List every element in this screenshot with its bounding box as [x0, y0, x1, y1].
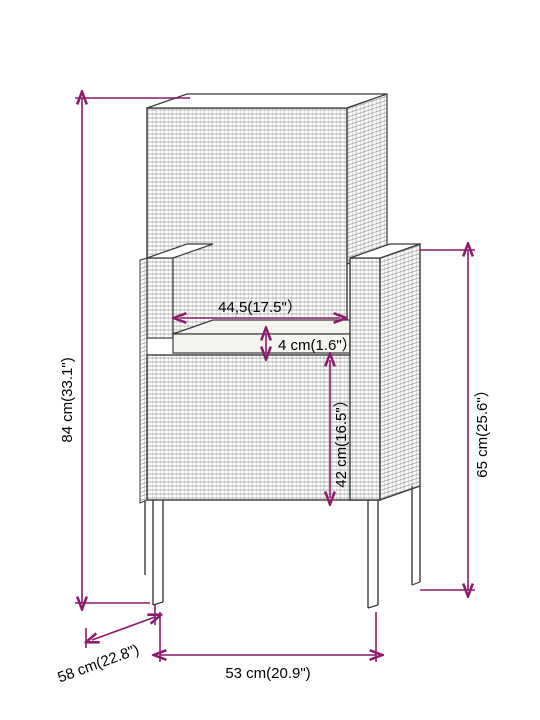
arm-left-outer: [140, 258, 147, 503]
label-arm-height: 65 cm(25.6"）: [474, 382, 491, 477]
arm-right-side: [380, 244, 420, 500]
label-height-total: 84 cm(33.1"): [59, 357, 76, 442]
arm-right-front: [350, 258, 380, 500]
label-seat-width: 44,5(17.5"）: [218, 299, 302, 316]
label-width: 53 cm(20.9"): [225, 665, 310, 682]
chair-back-side: [347, 94, 387, 264]
dim-depth: [92, 617, 155, 640]
label-seat-height: 42 cm(16.5"）: [333, 392, 350, 487]
chair-back-top: [147, 94, 387, 108]
label-depth: 58 cm(22.8"): [55, 641, 141, 686]
arm-left-inner: [147, 258, 173, 338]
label-cushion-thickness: 4 cm(1.6"）: [278, 337, 357, 354]
